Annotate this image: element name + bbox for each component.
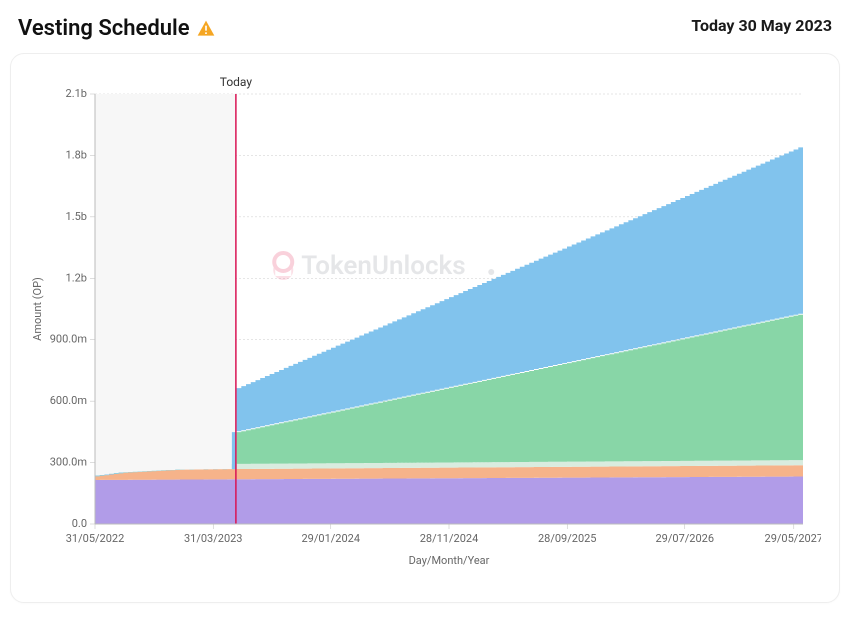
- svg-text:Day/Month/Year: Day/Month/Year: [409, 554, 490, 567]
- chart-card: 0.0 300.0m 600.0m 900.0m 1.2b 1.5b 1.8b 2.1b 31/…: [10, 53, 840, 603]
- vesting-chart: 0.0 300.0m 600.0m 900.0m 1.2b 1.5b 1.8b 2.1b 31/…: [21, 64, 829, 584]
- svg-text:300.0m: 300.0m: [50, 456, 87, 469]
- svg-text:900.0m: 900.0m: [50, 333, 87, 346]
- page-title: Vesting Schedule: [18, 16, 190, 41]
- today-date: Today 30 May 2023: [691, 16, 832, 35]
- svg-text:31/05/2022: 31/05/2022: [66, 532, 125, 545]
- svg-text:29/05/2027: 29/05/2027: [765, 532, 821, 545]
- svg-text:TokenUnlocks: TokenUnlocks: [301, 251, 465, 281]
- page-header: Vesting Schedule Today 30 May 2023: [10, 16, 840, 41]
- svg-text:28/09/2025: 28/09/2025: [538, 532, 597, 545]
- svg-text:1.5b: 1.5b: [66, 210, 87, 223]
- svg-text:Amount (OP): Amount (OP): [31, 277, 44, 341]
- svg-text:28/11/2024: 28/11/2024: [420, 532, 479, 545]
- svg-text:31/03/2023: 31/03/2023: [184, 532, 243, 545]
- today-marker-label: Today: [220, 75, 253, 89]
- svg-text:1.2b: 1.2b: [66, 271, 87, 284]
- title-group: Vesting Schedule: [18, 16, 216, 41]
- svg-text:600.0m: 600.0m: [50, 394, 87, 407]
- svg-text:1.8b: 1.8b: [66, 148, 87, 161]
- svg-text:29/07/2026: 29/07/2026: [655, 532, 714, 545]
- svg-text:29/01/2024: 29/01/2024: [301, 532, 360, 545]
- svg-text:2.1b: 2.1b: [66, 87, 87, 100]
- warning-icon[interactable]: [196, 19, 216, 39]
- series-purple: [95, 476, 803, 524]
- watermark: TokenUnlocks: [273, 251, 494, 281]
- svg-text:0.0: 0.0: [72, 517, 87, 530]
